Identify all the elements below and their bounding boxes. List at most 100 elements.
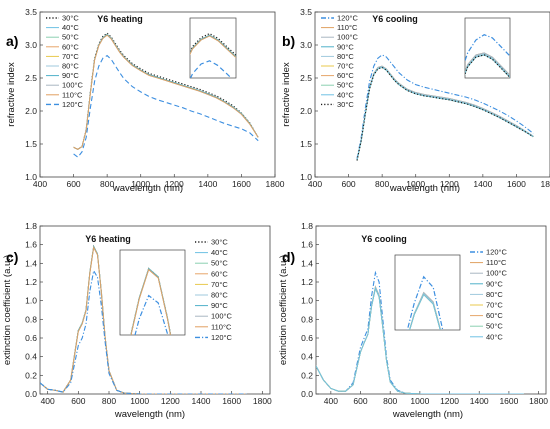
series-group <box>40 244 247 394</box>
legend-entry: 60°C <box>62 42 79 51</box>
y-tick-label: 1.5 <box>300 139 312 149</box>
y-axis-label: extinction coefficient (a.u.) <box>2 255 13 365</box>
legend: 30°C40°C50°C60°C70°C80°C90°C100°C110°C12… <box>195 238 233 342</box>
y-tick-label: 1.6 <box>25 240 37 250</box>
y-tick-label: 3.5 <box>300 7 312 17</box>
inset-series-line <box>130 267 172 335</box>
x-tick-label: 400 <box>308 179 322 189</box>
legend-entry: 90°C <box>337 42 354 51</box>
x-tick-label: 1400 <box>473 179 492 189</box>
inset-series-line <box>465 53 510 77</box>
legend-entry: 120°C <box>486 248 508 257</box>
x-tick-label: 600 <box>71 396 85 406</box>
legend-entry: 80°C <box>486 290 503 299</box>
x-tick-label: 1600 <box>507 179 526 189</box>
legend-entry: 50°C <box>62 33 79 42</box>
x-tick-label: 1600 <box>499 396 518 406</box>
y-axis-label: extinction coefficient (a.u.) <box>278 255 289 365</box>
x-tick-label: 1200 <box>161 396 180 406</box>
legend-entry: 50°C <box>486 322 503 331</box>
series-line <box>356 54 534 159</box>
y-axis-label: refractive index <box>281 62 292 127</box>
x-tick-label: 1000 <box>131 179 150 189</box>
inset <box>394 254 461 331</box>
legend-entry: 120°C <box>337 14 359 23</box>
legend-entry: 50°C <box>211 259 228 268</box>
y-tick-label: 1.4 <box>25 258 37 268</box>
legend-entry: 60°C <box>337 71 354 80</box>
chart-panel-2: b) 400 600 800 1000 1200 1400 1600 1800 1.0 1.5 2.0… <box>281 7 550 194</box>
y-tick-label: 0.0 <box>25 389 37 399</box>
panel-label: a) <box>6 33 18 49</box>
y-tick-label: 1.0 <box>25 296 37 306</box>
x-axis-label: wavelength (nm) <box>392 409 463 420</box>
y-tick-label: 0.4 <box>25 352 37 362</box>
x-axis-label: wavelength (nm) <box>112 183 183 194</box>
y-tick-label: 0.2 <box>301 370 313 380</box>
legend-entry: 40°C <box>486 332 503 341</box>
y-tick-label: 0.0 <box>301 389 313 399</box>
x-tick-label: 400 <box>324 396 338 406</box>
y-tick-label: 1.0 <box>25 172 37 182</box>
x-tick-label: 1800 <box>266 179 285 189</box>
legend-entry: 120°C <box>211 333 233 342</box>
x-tick-label: 1800 <box>541 179 550 189</box>
y-tick-label: 0.4 <box>301 352 313 362</box>
y-tick-label: 1.4 <box>301 258 313 268</box>
legend-entry: 40°C <box>211 248 228 257</box>
legend-entry: 100°C <box>211 312 233 321</box>
inset-series-line <box>465 52 510 76</box>
inset-series-line <box>190 34 236 58</box>
x-tick-label: 1200 <box>440 396 459 406</box>
chart-title: Y6 cooling <box>372 14 418 24</box>
x-tick-label: 1000 <box>406 179 425 189</box>
legend-entry: 70°C <box>486 301 503 310</box>
legend-entry: 100°C <box>337 33 359 42</box>
inset <box>189 17 237 79</box>
legend-entry: 30°C <box>211 238 228 247</box>
inset-series-line <box>409 291 442 330</box>
legend-entry: 40°C <box>337 90 354 99</box>
legend-entry: 70°C <box>337 62 354 71</box>
inset-frame <box>394 254 461 331</box>
legend-entry: 30°C <box>337 100 354 109</box>
y-tick-label: 1.8 <box>25 221 37 231</box>
y-tick-label: 1.8 <box>301 221 313 231</box>
legend-entry: 30°C <box>62 14 79 23</box>
legend-entry: 70°C <box>62 52 79 61</box>
chart-title: Y6 heating <box>97 14 143 24</box>
series-line <box>73 34 259 150</box>
legend-entry: 110°C <box>62 90 83 99</box>
y-tick-label: 1.0 <box>301 296 313 306</box>
chart-title: Y6 cooling <box>361 234 407 244</box>
x-tick-label: 1800 <box>253 396 272 406</box>
x-axis-label: wavelength (nm) <box>389 183 460 194</box>
legend-entry: 80°C <box>337 52 354 61</box>
legend-entry: 80°C <box>211 291 228 300</box>
series-line <box>40 246 247 394</box>
legend-entry: 120°C <box>62 100 84 109</box>
y-tick-label: 0.2 <box>25 370 37 380</box>
chart-panel-3: c) 400 600 800 1000 1200 1400 1600 1800 0.0 0.2 0.4… <box>2 221 272 420</box>
x-tick-label: 1600 <box>222 396 241 406</box>
series-group <box>356 54 534 161</box>
legend-entry: 60°C <box>486 311 503 320</box>
x-tick-label: 400 <box>41 396 55 406</box>
x-tick-label: 600 <box>353 396 367 406</box>
chart-title: Y6 heating <box>85 234 131 244</box>
x-tick-label: 1800 <box>529 396 548 406</box>
y-tick-label: 1.2 <box>301 277 313 287</box>
series-group <box>73 32 259 158</box>
legend-entry: 100°C <box>62 81 84 90</box>
legend-entry: 90°C <box>211 301 228 310</box>
legend: 30°C40°C50°C60°C70°C80°C90°C100°C110°C12… <box>46 14 84 109</box>
x-tick-label: 800 <box>100 179 114 189</box>
x-tick-label: 1000 <box>130 396 149 406</box>
y-tick-label: 3.0 <box>25 40 37 50</box>
inset-series-line <box>409 292 442 330</box>
legend-entry: 90°C <box>486 279 503 288</box>
inset-series-line <box>409 293 441 330</box>
legend-entry: 100°C <box>486 269 508 278</box>
y-tick-label: 3.0 <box>300 40 312 50</box>
